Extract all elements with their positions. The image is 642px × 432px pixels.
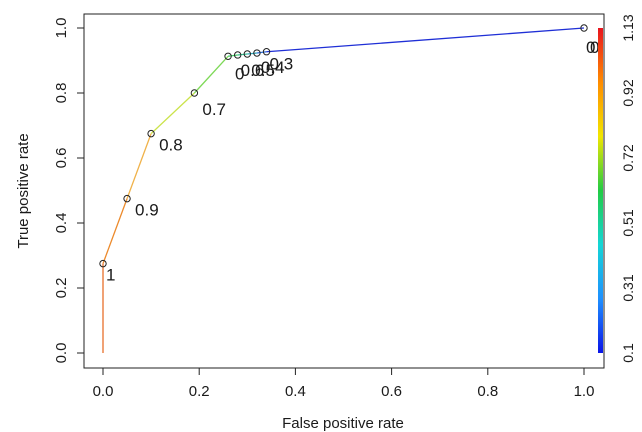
threshold-label: 0	[235, 64, 244, 83]
colorbar-label: 0.51	[620, 209, 636, 236]
y-axis: 0.0 0.2 0.4 0.6 0.8 1.0	[53, 18, 85, 364]
threshold-label: 1	[106, 266, 115, 285]
threshold-label: 0.3	[270, 55, 294, 74]
y-axis-title: True positive rate	[15, 133, 32, 248]
threshold-colorbar: 0.1 0.31 0.51 0.72 0.92 1.13	[598, 14, 636, 363]
roc-point	[190, 89, 199, 97]
y-tick-label: 0.6	[53, 148, 70, 169]
threshold-label: 0.7	[202, 100, 226, 119]
roc-point	[243, 50, 252, 58]
y-tick-label: 0.4	[53, 213, 70, 234]
roc-segment	[193, 55, 229, 94]
y-tick-label: 1.0	[53, 18, 70, 39]
roc-segment	[256, 51, 267, 54]
x-tick-label: 0.2	[189, 383, 210, 400]
roc-segment	[227, 54, 238, 57]
threshold-label: 0.4	[261, 58, 285, 77]
x-tick-label: 1.0	[574, 383, 595, 400]
x-tick-label: 0.0	[93, 383, 114, 400]
colorbar-label: 0.72	[620, 144, 636, 171]
colorbar-label: 1.13	[620, 14, 636, 41]
roc-point	[233, 51, 242, 59]
roc-segment	[102, 198, 128, 264]
roc-segment	[266, 27, 585, 53]
x-axis-title: False positive rate	[282, 415, 404, 432]
colorbar-label: 0.31	[620, 274, 636, 301]
roc-markers	[99, 24, 588, 268]
roc-segment	[237, 53, 248, 56]
threshold-label: 0.5	[251, 61, 275, 80]
y-tick-label: 0.2	[53, 278, 70, 299]
roc-point	[253, 49, 261, 57]
roc-point	[262, 48, 271, 56]
y-tick-label: 0.0	[53, 343, 70, 364]
x-axis: 0.0 0.2 0.4 0.6 0.8 1.0	[93, 367, 595, 400]
roc-segment	[247, 52, 257, 55]
threshold-label: 0.9	[135, 201, 159, 220]
threshold-label: 0.6	[241, 61, 265, 80]
roc-point	[123, 194, 131, 203]
colorbar-label: 0.92	[620, 79, 636, 106]
threshold-label: 0	[590, 38, 599, 57]
roc-segment	[126, 133, 152, 199]
y-tick-label: 0.8	[53, 83, 70, 104]
roc-point	[99, 259, 107, 268]
roc-point	[224, 52, 232, 60]
roc-point	[580, 24, 588, 32]
threshold-labels: 10.90.80.700.60.50.40.300	[106, 38, 599, 285]
roc-segment	[150, 92, 195, 135]
colorbar-strip	[598, 28, 603, 353]
threshold-label: 0	[586, 38, 595, 57]
plot-frame	[83, 13, 605, 369]
x-tick-label: 0.6	[381, 383, 402, 400]
x-tick-label: 0.4	[285, 383, 306, 400]
roc-curve	[102, 27, 585, 353]
x-tick-label: 0.8	[477, 383, 498, 400]
roc-point	[147, 129, 155, 138]
colorbar-label: 0.1	[620, 343, 636, 363]
threshold-label: 0.8	[159, 136, 183, 155]
